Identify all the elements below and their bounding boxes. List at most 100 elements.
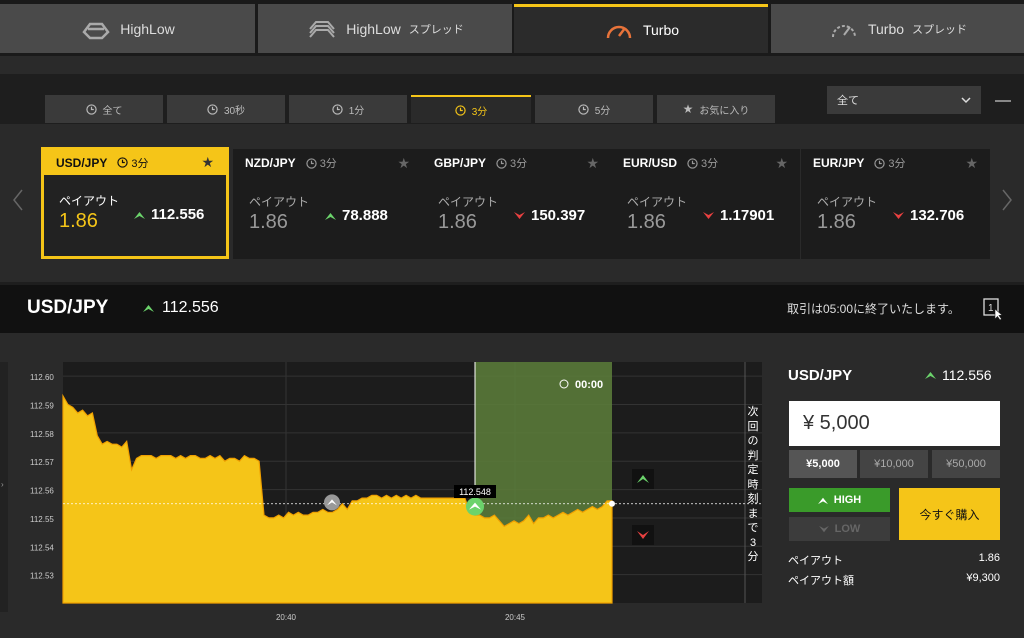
payout-label: ペイアウト [438,195,499,209]
asset-card[interactable]: USD/JPY 3分 ★ ペイアウト 1.86 112.556 [41,147,229,259]
clock-icon [874,157,886,169]
category-select[interactable]: 全て [827,86,981,114]
payout-label: ペイアウト [249,195,310,209]
y-tick-label: 112.58 [30,430,54,439]
subtab-favorites-label: お気に入り [699,105,750,117]
preset-5000-button[interactable]: ¥5,000 [789,450,857,478]
low-button[interactable]: LOW [789,517,890,541]
buy-now-button[interactable]: 今すぐ購入 [899,488,1000,540]
tab-highlow[interactable]: HighLow [0,4,255,53]
tab-turbo-spread[interactable]: Turbo スプレッド [771,4,1024,53]
payout-label: ペイアウト [59,194,120,208]
clock-icon [332,103,343,115]
speedometer-icon [606,25,632,39]
asset-card-header: USD/JPY 3分 ★ [44,150,226,175]
trade-rate-value: 112.556 [162,299,219,316]
asset-rate-value: 132.706 [910,207,965,224]
tab-highlow-spread[interactable]: HighLow スプレッド [258,4,512,53]
arrow-down-icon [514,211,525,219]
arrow-down-icon [818,525,829,532]
favorite-star-icon[interactable]: ★ [201,154,214,170]
y-tick-label: 112.53 [30,572,54,581]
subtab-favorites[interactable]: ★ お気に入り [657,95,775,123]
side-panel-toggle[interactable]: › [0,362,8,612]
subtab-5m[interactable]: 5分 [535,95,653,123]
asset-card[interactable]: EUR/JPY 3分 ★ ペイアウト 1.86 132.706 [801,149,990,259]
order-rate-value: 112.556 [942,367,992,383]
amount-input[interactable] [789,401,1000,446]
asset-rate: 112.556 [134,206,204,223]
clock-icon [455,104,466,116]
asset-rate-value: 150.397 [531,207,586,224]
asset-rate: 78.888 [325,207,388,224]
trade-header [0,285,1024,333]
chevron-right-icon[interactable] [1001,188,1013,212]
clock-icon [578,103,589,115]
asset-pair: NZD/JPY [245,156,296,170]
asset-time: 3分 [496,155,527,171]
asset-card[interactable]: EUR/USD 3分 ★ ペイアウト 1.86 1.17901 [611,149,800,259]
y-tick-label: 112.60 [30,373,54,382]
clock-icon [207,103,218,115]
payout-value: 1.86 [59,210,98,232]
price-chart[interactable]: 112.60 112.59 112.58 112.57 112.56 112.55 112.… [0,333,772,638]
asset-rate: 132.706 [893,207,964,224]
current-label: 112.548 [459,487,491,497]
payout-value: 1.86 [978,552,1000,564]
chevron-left-icon[interactable] [12,188,24,212]
asset-time-label: 3分 [131,157,149,170]
current-label-box [454,485,496,498]
tab-highlow-spread-tag: スプレッド [408,23,464,36]
arrow-up-icon [134,211,145,219]
asset-rate-value: 112.556 [151,206,205,223]
high-button[interactable]: HIGH [789,488,890,512]
y-tick-label: 112.57 [30,458,54,467]
subtab-30s[interactable]: 30秒 [167,95,285,123]
arrow-down-icon [893,211,904,219]
favorite-star-icon[interactable]: ★ [397,154,410,171]
preset-50000-button[interactable]: ¥50,000 [932,450,1000,478]
asset-card-header: EUR/JPY 3分 ★ [801,149,990,177]
payout-value: 1.86 [627,211,666,233]
preset-10000-button[interactable]: ¥10,000 [860,450,928,478]
clock-icon [85,103,97,115]
asset-rate-value: 1.17901 [720,207,775,224]
asset-rate-value: 78.888 [342,207,388,224]
favorite-star-icon[interactable]: ★ [775,154,788,171]
arrow-up-icon [925,372,936,379]
order-pair: USD/JPY [788,367,853,384]
chevron-right-icon: › [1,480,4,489]
asset-card-header: NZD/JPY 3分 ★ [233,149,422,177]
order-rate: 112.556 [925,367,992,383]
asset-pair: GBP/JPY [434,156,487,170]
highlow-icon [82,22,110,39]
subtab-1m[interactable]: 1分 [289,95,407,123]
asset-rate: 150.397 [514,207,585,224]
asset-time-label: 3分 [888,158,906,170]
category-select-value: 全て [837,95,859,107]
arrow-up-icon [469,502,481,510]
favorite-star-icon[interactable]: ★ [965,154,978,171]
subtab-all[interactable]: 全て [45,95,163,123]
order-panel [772,333,1024,638]
tab-turbo[interactable]: Turbo [514,4,768,53]
subtab-30s-label: 30秒 [223,105,246,117]
favorite-star-icon[interactable]: ★ [586,154,599,171]
collapse-button[interactable] [995,100,1011,102]
payout-value: 1.86 [817,211,856,233]
subtab-1m-label: 1分 [348,105,365,117]
payout-label: ペイアウト [788,555,843,567]
asset-card[interactable]: GBP/JPY 3分 ★ ペイアウト 1.86 150.397 [422,149,611,259]
y-tick-label: 112.59 [30,402,54,411]
y-tick-label: 112.54 [30,543,54,552]
arrow-up-icon [325,212,336,220]
asset-time: 3分 [687,155,718,171]
subtab-3m[interactable]: 3分 [411,95,531,123]
x-tick-label: 20:45 [505,613,526,622]
payout-amount-value: ¥9,300 [966,572,1000,584]
one-click-icon[interactable]: 1 [983,298,1003,320]
asset-pair: EUR/JPY [813,156,865,170]
asset-card[interactable]: NZD/JPY 3分 ★ ペイアウト 1.86 78.888 [233,149,422,259]
payout-row: ペイアウト 1.86 [788,552,1000,568]
payout-amount-label: ペイアウト額 [788,575,854,587]
